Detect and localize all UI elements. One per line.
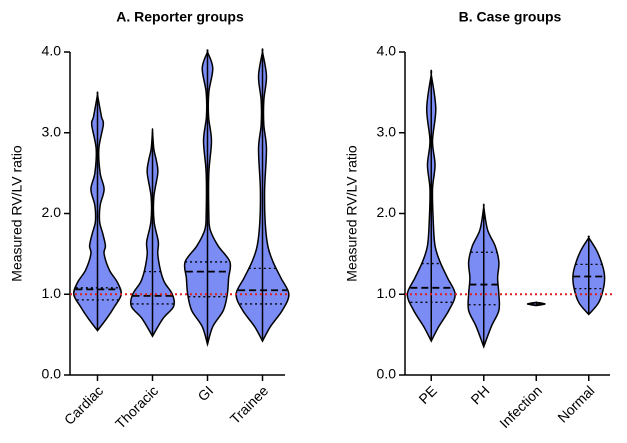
x-tick-label: GI — [194, 382, 216, 404]
y-tick-label: 4.0 — [377, 43, 397, 59]
y-tick-label: 1.0 — [42, 285, 62, 301]
y-tick-label: 2.0 — [42, 204, 62, 220]
x-tick-label: Normal — [554, 382, 597, 425]
x-tick-label: Thoracic — [112, 382, 161, 431]
x-tick-label: Trainee — [227, 382, 272, 427]
x-tick-label: PH — [467, 382, 492, 407]
chart-title: A. Reporter groups — [116, 9, 244, 25]
y-axis-label: Measured RV/LV ratio — [344, 145, 360, 282]
y-tick-label: 3.0 — [377, 123, 397, 139]
x-tick-label: Infection — [496, 382, 545, 431]
y-tick-label: 0.0 — [377, 366, 397, 382]
x-tick-label: Cardiac — [61, 382, 106, 427]
y-tick-label: 4.0 — [42, 43, 62, 59]
y-tick-label: 3.0 — [42, 123, 62, 139]
chart-title: B. Case groups — [459, 9, 562, 25]
y-tick-label: 2.0 — [377, 204, 397, 220]
y-tick-label: 0.0 — [42, 366, 62, 382]
x-tick-label: PE — [415, 382, 440, 407]
y-axis-label: Measured RV/LV ratio — [9, 145, 25, 282]
y-tick-label: 1.0 — [377, 285, 397, 301]
